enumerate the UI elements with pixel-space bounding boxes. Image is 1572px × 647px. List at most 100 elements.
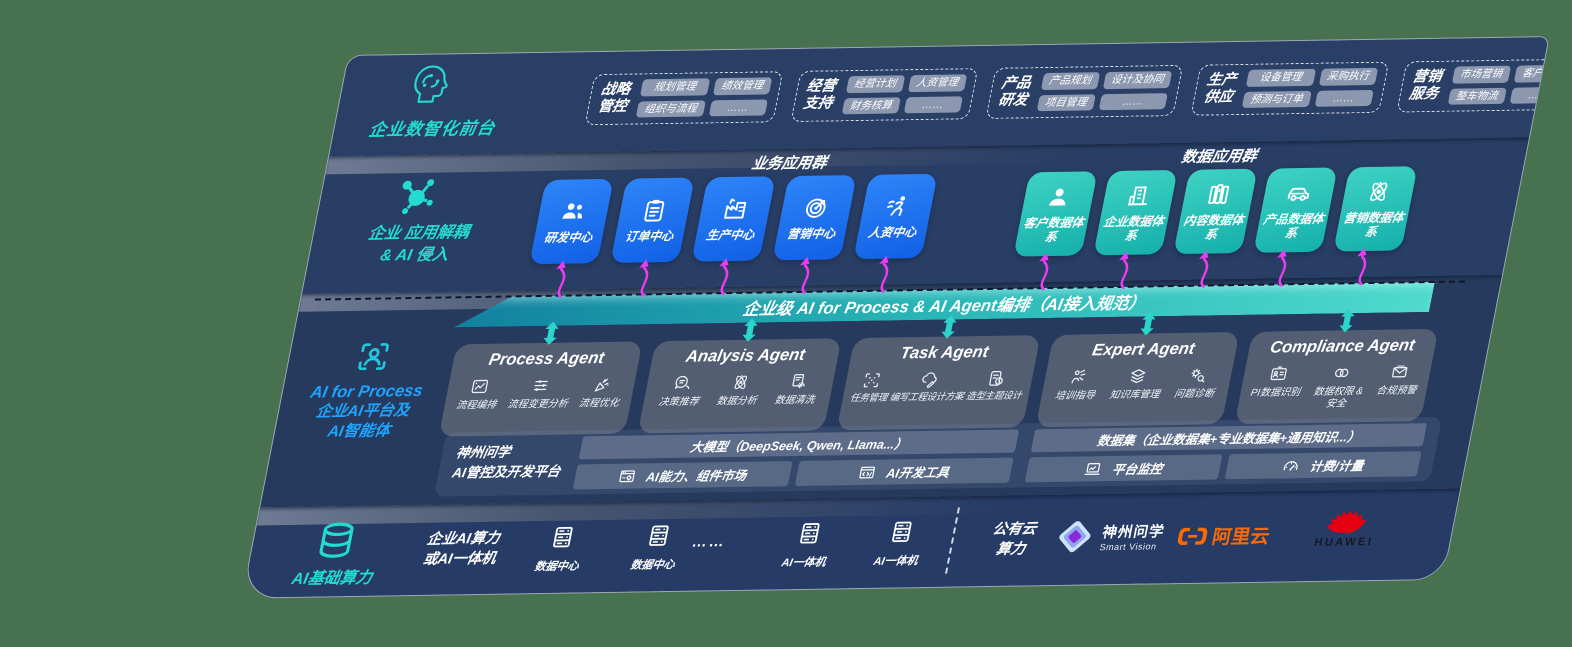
double-arrow-icon [938,315,960,338]
public-cloud-line1: 公有云 [991,521,1038,538]
group-title: 经营支持 [801,78,838,112]
chip: 采购执行 [1318,67,1378,86]
aliyun-logo: 阿里云 [1175,522,1272,551]
band2-label: 企业 应用解耦 & AI 侵入 [315,221,517,267]
cloud-edit-icon [919,370,942,389]
band2-label-line1: 企业 应用解耦 [366,224,471,243]
smartvision-diamond-icon [1059,521,1091,553]
data-app-tiles: 客户数据体系 企业数据体系 内容数据体系 产品数据体系 营销数据体系 [1013,166,1418,257]
data-group-title: 数据应用群 [1179,147,1259,166]
agent-item-label: 数据清洗 [773,394,816,407]
agent-item: 任务管理 [849,370,892,405]
tile-marketing-data: 营销数据体系 [1333,166,1418,252]
group-strategy: 战略管控 规划管理 绩效管理 组织与流程 …… [584,71,783,126]
analysis-agent-card: Analysis Agent 决策推荐 数据分析 数据清洗 [637,338,842,434]
agent-item: 问题诊断 [1173,365,1220,400]
group-product-rd: 产品研发 产品规划 设计及协同 项目管理 …… [984,64,1184,120]
agent-item: PI数据识别 [1249,364,1305,399]
band-ai-infrastructure: AI基础算力 企业AI算力 或AI一体机 数据中心 数据中心 …… AI一体机 … [242,488,1461,598]
factory-icon [720,195,751,221]
ai-devtools-cell: AI开发工具 [794,457,1014,487]
books-icon [1203,181,1234,207]
tile-label: 营销数据体系 [1342,210,1406,240]
team-icon [558,198,589,224]
group-operation: 经营支持 经营计划 人资管理 财务核算 …… [789,68,978,123]
dataset-bar: 数据集（企业数据集+专业数据集+通用知识...） [1030,423,1428,453]
celebrate-icon [591,375,614,394]
chip: 经营计划 [845,75,905,93]
band3-label-line3: AI智能体 [326,422,392,441]
agent-item: 流程优化 [578,375,625,410]
agent-title: Process Agent [487,348,606,369]
chip: 组织与流程 [635,99,706,118]
devtools-icon [857,463,879,481]
agent-item: 合规预警 [1375,362,1422,397]
agent-title: Expert Agent [1090,339,1197,360]
brain-head-icon [404,62,459,109]
chip: 市场营销 [1451,65,1511,84]
molecule-icon [388,172,445,221]
frontend-groups: 战略管控 规划管理 绩效管理 组织与流程 …… 经营支持 经营计划 人资管理 财… [584,58,1550,126]
gauge-icon [1280,457,1302,475]
group-production-supply: 生产供应 设备管理 采购执行 预测与订单 …… [1190,61,1389,116]
alert-mail-icon [1389,362,1412,381]
public-cloud-line2: 算力 [994,541,1027,559]
agent-item-label: 决策推荐 [657,396,700,409]
datacenter-node: 数据中心 [616,522,696,573]
person-icon [1043,183,1074,209]
design-list-icon [986,369,1009,388]
ai-appliance-node: AI一体机 [859,518,939,569]
cell-label: AI开发工具 [884,465,951,481]
agent-item: 编写工程设计方案 [888,369,968,404]
agent-item-label: PI数据识别 [1249,387,1302,399]
server-icon [793,520,825,548]
band-ai-platform: 企业级 AI for Process & AI Agent编排（AI接入规范） … [260,274,1503,508]
group-title: 战略管控 [596,81,632,116]
chip: …… [1509,86,1550,104]
tile-order-center: 订单中心 [610,177,695,263]
tile-label: 客户数据体系 [1022,215,1086,245]
ai-capability-market-cell: AI能力、组件市场 [572,461,793,490]
tile-label: 营销中心 [785,226,837,241]
node-label: AI一体机 [872,555,919,568]
flow-chart-icon [469,377,492,396]
agent-item-label: 编写工程设计方案 [888,391,965,404]
chip: 设计及协同 [1102,71,1173,89]
clipboard-icon [639,197,670,223]
agent-item-label: 数据分析 [715,395,758,408]
double-arrow-icon [739,319,761,342]
doc-clean-icon [787,372,810,391]
car-icon [1283,179,1314,205]
chip: 整车物流 [1447,87,1507,105]
tile-marketing-center: 营销中心 [772,175,857,261]
models-section: 大模型（DeepSeek, Qwen, Llama...） AI能力、组件市场 … [572,429,1020,490]
agent-item-label: 造型主题设计 [965,390,1023,403]
node-label: 数据中心 [533,560,580,574]
public-cloud-label: 公有云 算力 [969,519,1055,561]
band3-label-line1: AI for Process [308,381,425,402]
ellipsis-nodes: …… [690,533,728,551]
layers-icon [1127,366,1150,385]
chip: 绩效管理 [712,77,772,95]
chip: …… [1098,92,1168,111]
chip: 预测与订单 [1241,90,1312,108]
tile-label: 生产中心 [704,227,756,243]
node-label: AI一体机 [780,556,827,570]
chip: …… [1314,89,1374,107]
group-title: 产品研发 [996,75,1033,109]
tile-production-center: 生产中心 [691,176,776,262]
dashed-divider [944,507,960,574]
chip: 人资管理 [907,74,967,92]
agent-item: 培训指导 [1054,367,1101,402]
server-icon [642,522,674,550]
smartvision-cn-text: 神州问学 [1100,523,1167,541]
band2-label-line2: & AI 侵入 [378,246,450,265]
node-label: 数据中心 [629,558,676,572]
agent-title: Analysis Agent [684,345,807,366]
permission-icon [1331,363,1354,382]
group-marketing-service: 营销服务 市场营销 客户关系 整车物流 …… [1395,58,1550,113]
tile-customer-data: 客户数据体系 [1013,171,1098,257]
platform-monitor-cell: 平台监控 [1024,454,1223,483]
process-agent-card: Process Agent 流程编排 流程变更分析 流程优化 [438,341,643,437]
tile-label: 研发中心 [543,229,594,245]
